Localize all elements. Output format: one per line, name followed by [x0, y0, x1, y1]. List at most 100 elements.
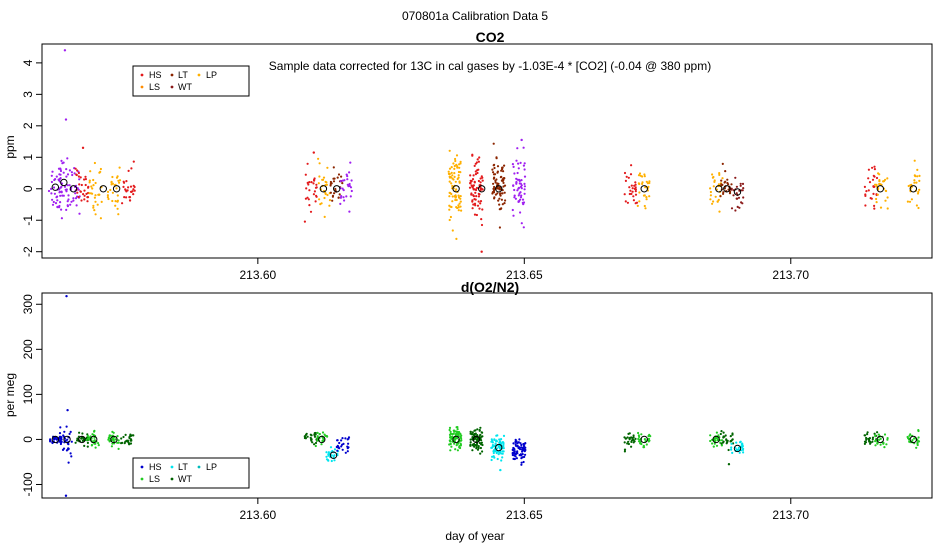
- co2-data-point: [513, 194, 516, 197]
- o2n2-data-point: [313, 435, 317, 438]
- co2-data-point: [100, 200, 103, 203]
- co2-data-point: [447, 170, 450, 173]
- co2-data-point: [325, 183, 328, 186]
- co2-data-point: [518, 178, 521, 181]
- o2n2-data-point: [85, 439, 88, 442]
- o2n2-data-point: [325, 455, 328, 458]
- co2-data-point: [724, 180, 727, 183]
- o2n2-data-point: [470, 433, 473, 436]
- co2-data-point: [712, 185, 715, 188]
- co2-data-point: [454, 159, 457, 163]
- o2n2-data-point: [452, 429, 455, 432]
- co2-data-point: [308, 189, 311, 192]
- co2-outlier-point: [480, 250, 483, 253]
- o2n2-data-point: [108, 435, 111, 438]
- co2-data-point: [50, 192, 53, 195]
- co2-data-point: [480, 223, 484, 227]
- co2-data-point: [474, 204, 477, 207]
- co2-data-point: [476, 169, 479, 172]
- o2n2-panel-title: d(O2/N2): [461, 279, 519, 295]
- o2n2-data-point: [518, 446, 521, 449]
- co2-data-point: [96, 203, 99, 206]
- co2-data-point: [491, 168, 494, 171]
- co2-data-point: [709, 187, 712, 190]
- co2-data-point: [125, 196, 128, 199]
- co2-data-point: [498, 226, 501, 229]
- co2-data-point: [59, 186, 62, 189]
- co2-data-point: [306, 162, 309, 165]
- o2n2-data-point: [116, 441, 119, 444]
- co2-data-point: [47, 189, 51, 193]
- co2-data-point: [730, 183, 733, 186]
- o2n2-data-point: [346, 447, 349, 450]
- co2-data-point: [910, 198, 914, 201]
- o2n2-y-tick-label: -100: [21, 472, 35, 496]
- co2-data-point: [498, 203, 501, 206]
- o2n2-data-point: [871, 436, 875, 439]
- co2-data-point: [481, 208, 484, 211]
- co2-data-point: [304, 197, 307, 200]
- o2n2-data-point: [318, 433, 321, 436]
- co2-data-point: [79, 190, 82, 193]
- o2n2-data-point: [865, 436, 868, 440]
- o2n2-data-point: [479, 452, 482, 455]
- co2-mean-marker: [733, 188, 742, 196]
- o2n2-mean-marker: [472, 435, 481, 444]
- co2-mean-marker: [60, 178, 68, 187]
- co2-data-point: [118, 181, 121, 184]
- co2-legend-dot-wt: [170, 85, 174, 89]
- co2-data-point: [875, 201, 878, 204]
- co2-data-point: [332, 166, 335, 169]
- o2n2-data-point: [715, 431, 719, 434]
- o2n2-data-point: [521, 453, 524, 456]
- co2-data-point: [709, 198, 712, 201]
- co2-data-point: [127, 169, 130, 172]
- o2n2-data-point: [455, 444, 458, 447]
- o2n2-data-point: [632, 441, 635, 444]
- o2n2-data-point: [720, 442, 723, 445]
- co2-data-point: [305, 187, 308, 190]
- o2n2-data-point: [62, 447, 66, 450]
- co2-data-point: [516, 189, 519, 192]
- o2n2-data-point: [86, 441, 89, 444]
- co2-data-point: [85, 192, 88, 195]
- co2-data-point: [476, 171, 479, 175]
- co2-data-point: [873, 204, 876, 207]
- co2-data-point: [522, 226, 525, 229]
- o2n2-data-point: [128, 436, 131, 439]
- co2-data-point: [59, 201, 62, 204]
- co2-data-point: [872, 192, 875, 195]
- o2n2-data-point: [129, 442, 133, 445]
- co2-data-point: [727, 183, 730, 186]
- o2n2-data-point: [313, 432, 316, 435]
- co2-data-point: [720, 184, 723, 187]
- co2-data-point: [70, 200, 73, 203]
- o2n2-data-point: [523, 450, 526, 453]
- co2-data-point: [501, 203, 504, 206]
- o2n2-data-point: [638, 435, 641, 438]
- co2-data-point: [477, 195, 480, 198]
- o2n2-x-ticks: 213.60 213.65 213.70: [239, 498, 809, 522]
- o2n2-data-point: [490, 446, 493, 449]
- o2n2-data-point: [341, 448, 344, 451]
- o2n2-legend-dot-lt: [170, 465, 174, 469]
- co2-y-tick-label: 0: [21, 185, 35, 192]
- co2-y-tick-label: 1: [21, 154, 35, 161]
- co2-data-point: [918, 188, 921, 191]
- co2-mean-marker: [452, 185, 460, 193]
- co2-data-point: [496, 165, 500, 168]
- o2n2-outlier-point: [66, 408, 69, 412]
- co2-data-point: [918, 179, 921, 182]
- co2-data-point: [328, 199, 332, 202]
- o2n2-data-point: [316, 431, 319, 434]
- co2-data-point: [323, 215, 326, 218]
- o2n2-data-point: [74, 441, 77, 444]
- co2-data-point: [864, 193, 867, 196]
- co2-data-point: [479, 202, 482, 205]
- co2-data-point: [107, 197, 110, 201]
- co2-outlier-point: [64, 118, 68, 121]
- co2-data-point: [474, 173, 477, 176]
- co2-data-point: [459, 200, 462, 203]
- co2-data-point: [627, 176, 630, 179]
- co2-data-point: [475, 195, 478, 198]
